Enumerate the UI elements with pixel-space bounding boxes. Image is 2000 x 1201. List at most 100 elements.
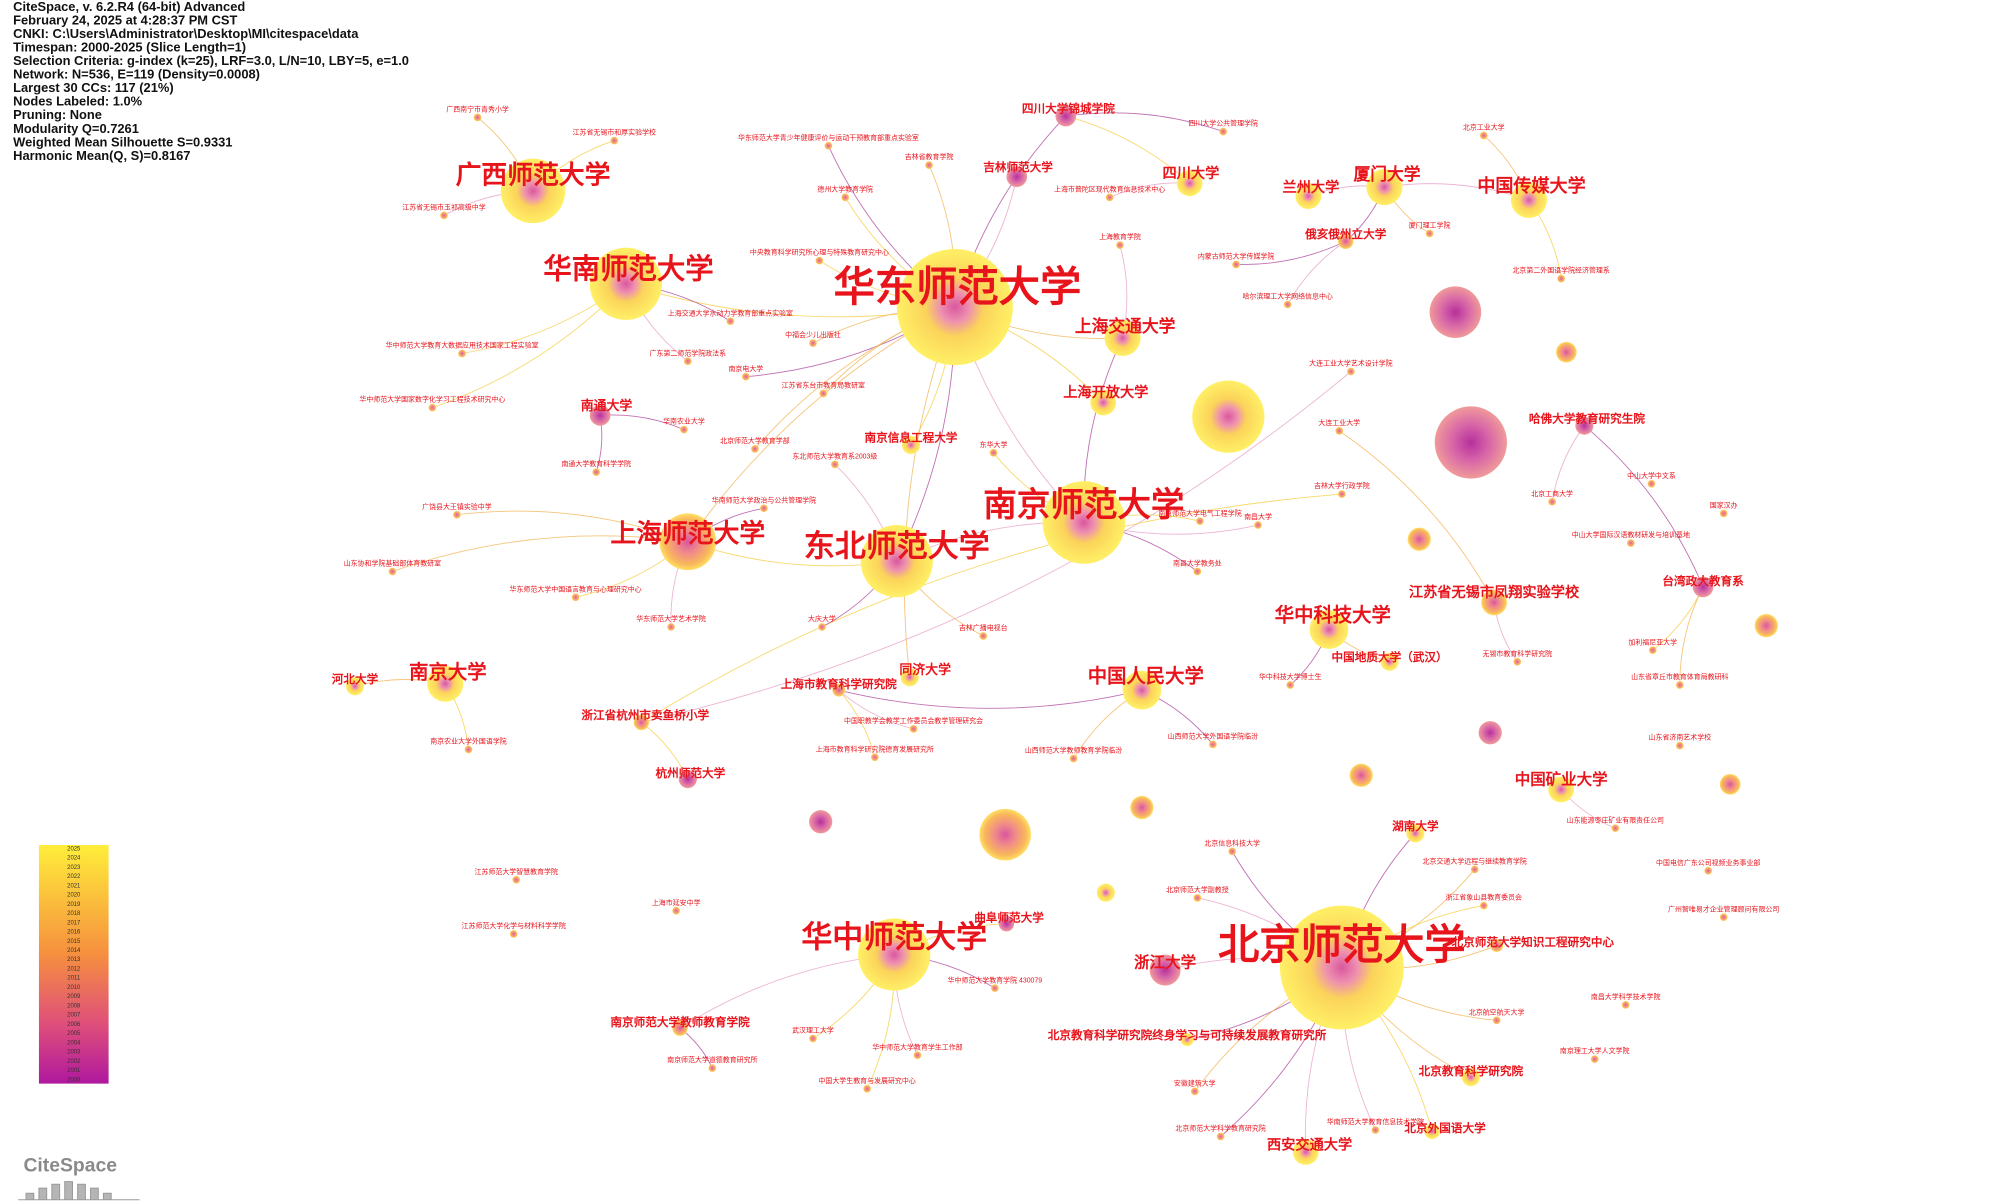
minor-label: 上海市教育科学研究院德育发展研究所 (816, 744, 934, 753)
edge (392, 535, 688, 572)
node (1366, 168, 1403, 206)
minor-label: 华中师范大学教育学生工作部 (872, 1042, 962, 1051)
minor-label: 山西师范大学外国语学院临汾 (1168, 731, 1258, 740)
header-line: Timespan: 2000-2025 (Slice Length=1) (13, 40, 246, 55)
minor-node (440, 211, 448, 220)
minor-node (870, 753, 879, 762)
node-label: 中国矿业大学 (1515, 770, 1608, 789)
minor-label: 华中科技大学博士生 (1259, 672, 1322, 681)
minor-node (1611, 824, 1620, 833)
edge (1287, 240, 1346, 305)
minor-label: 无锡市教育科学研究院 (1483, 649, 1553, 658)
logo: CiteSpace (18, 1154, 140, 1201)
minor-label: 江苏省东台市教育局教研室 (782, 381, 865, 390)
minor-label: 东华大学 (980, 440, 1008, 449)
node (1406, 824, 1425, 843)
minor-label: 上海交通大学水动力学教育部重点实验室 (668, 308, 793, 317)
minor-node (1626, 539, 1635, 547)
minor-label: 江苏师范大学化学与材料科学学院 (462, 921, 566, 930)
minor-node (1719, 913, 1728, 922)
minor-node (1228, 847, 1237, 856)
header: CiteSpace, v. 6.2.R4 (64-bit) AdvancedFe… (13, 0, 409, 163)
minor-node (1196, 517, 1204, 526)
minor-label: 浙江省象山县教育委员会 (1446, 893, 1523, 902)
legend-year: 2015 (67, 939, 81, 945)
node (589, 247, 663, 320)
minor-node (1219, 127, 1228, 136)
node-label: 兰州大学 (1283, 179, 1340, 196)
minor-node (1283, 300, 1292, 309)
minor-node (1492, 1016, 1501, 1025)
minor-label: 大庆大学 (808, 614, 836, 623)
header-line: February 24, 2025 at 4:28:37 PM CST (13, 12, 237, 27)
minor-label: 北京师范大学教育学部 (720, 436, 790, 445)
node-label: 厦门大学 (1353, 164, 1420, 184)
cluster-node (1555, 341, 1577, 363)
cluster-node (1434, 406, 1507, 479)
node-label: 南京信息工程大学 (865, 431, 958, 445)
minor-node (1648, 646, 1657, 655)
minor-label: 北京工业大学 (1463, 123, 1505, 132)
node (1309, 610, 1349, 649)
minor-node (818, 623, 826, 631)
edge (456, 510, 688, 543)
node (1279, 905, 1404, 1030)
minor-node (1548, 497, 1556, 506)
minor-label: 华南农业大学 (663, 417, 705, 426)
minor-label: 华东师范大学中国语言教育与心理研究中心 (510, 584, 642, 593)
minor-node (464, 745, 473, 754)
node-label: 杭州师范大学 (656, 766, 726, 780)
minor-label: 南京电大学 (728, 364, 763, 373)
node (672, 1020, 688, 1036)
node (1042, 481, 1126, 564)
minor-label: 南京理工大学人文学院 (1560, 1046, 1630, 1055)
cluster-node (1429, 286, 1482, 338)
minor-label: 大连工业大学艺术设计学院 (1309, 359, 1392, 368)
minor-node (751, 445, 759, 453)
node (1122, 670, 1162, 710)
edge (838, 689, 914, 730)
minor-label: 中国大学生教育与发展研究中心 (818, 1076, 915, 1085)
minor-node (819, 389, 828, 398)
edge (1679, 586, 1704, 685)
minor-label: 安徽建筑大学 (1174, 1078, 1216, 1087)
node-label: 上海开放大学 (1063, 384, 1148, 401)
legend-year: 2017 (67, 920, 80, 926)
edge (838, 689, 1143, 709)
legend-year: 2013 (67, 957, 81, 963)
minor-label: 南昌大学教务处 (1173, 559, 1222, 568)
minor-node (990, 984, 999, 993)
minor-label: 南昌大学科学技术学院 (1591, 992, 1661, 1001)
legend-year: 2025 (67, 846, 81, 852)
node (1176, 170, 1203, 197)
minor-label: 中国职教学会教学工作委员会教学管理研究会 (844, 716, 983, 725)
minor-label: 南通大学教育科学学院 (561, 459, 631, 468)
minor-node (1069, 754, 1078, 763)
minor-node (760, 504, 768, 513)
minor-node (1105, 193, 1114, 202)
node-label: 哈佛大学教育研究生院 (1529, 411, 1645, 425)
minor-label: 北京交通大学远程与继续教育学院 (1423, 857, 1527, 866)
node-label: 浙江大学 (1134, 953, 1196, 972)
legend: 2025 2024 2023 2022 2021 2020 2019 2018 2017 2016… (38, 844, 109, 1084)
minor-label: 山东协和学院基础部体育教研室 (344, 559, 441, 568)
minor-label: 江苏省无锡市和厚实验学校 (573, 128, 656, 137)
minor-node (1232, 260, 1240, 269)
minor-node (913, 1051, 922, 1060)
minor-node (726, 317, 735, 326)
minor-node (1193, 893, 1202, 902)
node-label: 华东师范大学 (834, 264, 1082, 310)
edge (1236, 240, 1346, 265)
header-line: Nodes Labeled: 1.0% (13, 94, 142, 109)
node-label: 西安交通大学 (1267, 1136, 1352, 1153)
node (633, 714, 650, 731)
minor-node (909, 724, 918, 733)
node (832, 683, 846, 697)
minor-label: 广饶县大王镇实验中学 (422, 502, 492, 511)
legend-year: 2007 (67, 1013, 80, 1019)
minor-node (1335, 426, 1344, 435)
minor-node (1647, 479, 1656, 488)
node (900, 668, 919, 687)
legend-year: 2018 (67, 911, 81, 917)
